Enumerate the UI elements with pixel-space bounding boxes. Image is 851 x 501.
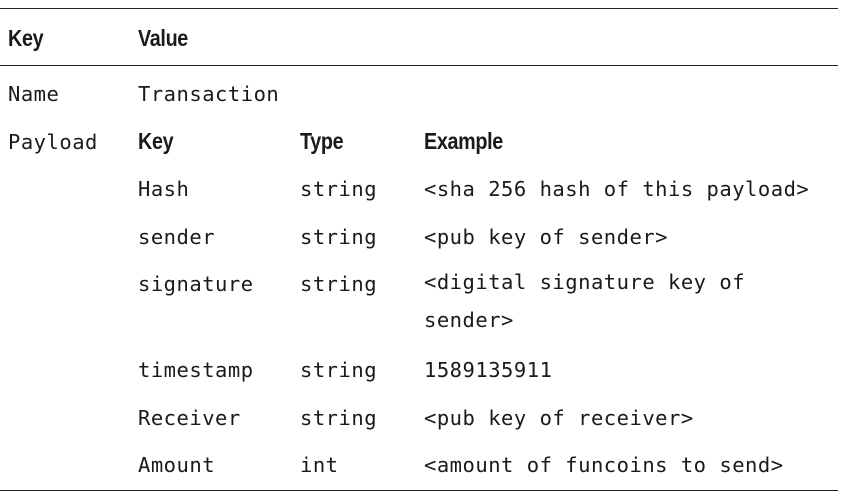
payload-row-type: string (300, 225, 378, 249)
payload-row-type: string (300, 406, 378, 430)
table-top-rule (0, 8, 838, 9)
payload-row-key: timestamp (138, 358, 254, 382)
table-bottom-rule (0, 490, 838, 491)
payload-row-key: Amount (138, 453, 216, 477)
payload-row-example: 1589135911 (424, 358, 553, 382)
row-payload-key: Payload (8, 130, 98, 154)
payload-row-example: <pub key of receiver> (424, 406, 694, 430)
payload-header-type: Type (300, 128, 344, 154)
row-name-value: Transaction (138, 82, 280, 106)
row-name-key: Name (8, 82, 60, 106)
payload-row-key: Receiver (138, 406, 241, 430)
payload-header-example: Example (424, 128, 503, 154)
payload-row-key: signature (138, 272, 254, 296)
payload-row-key: Hash (138, 177, 190, 201)
payload-header-key: Key (138, 128, 174, 154)
payload-row-example: <digital signature key of sender> (424, 270, 746, 332)
payload-row-key: sender (138, 225, 216, 249)
payload-row-example: <pub key of sender> (424, 225, 668, 249)
payload-row-type: string (300, 358, 378, 382)
header-key: Key (8, 25, 44, 51)
payload-row-type: string (300, 177, 378, 201)
payload-row-example: <sha 256 hash of this payload> (424, 177, 810, 201)
header-value: Value (138, 25, 188, 51)
payload-row-example: <amount of funcoins to send> (424, 453, 784, 477)
payload-row-type: string (300, 272, 378, 296)
payload-row-type: int (300, 453, 339, 477)
header-rule (0, 65, 838, 66)
